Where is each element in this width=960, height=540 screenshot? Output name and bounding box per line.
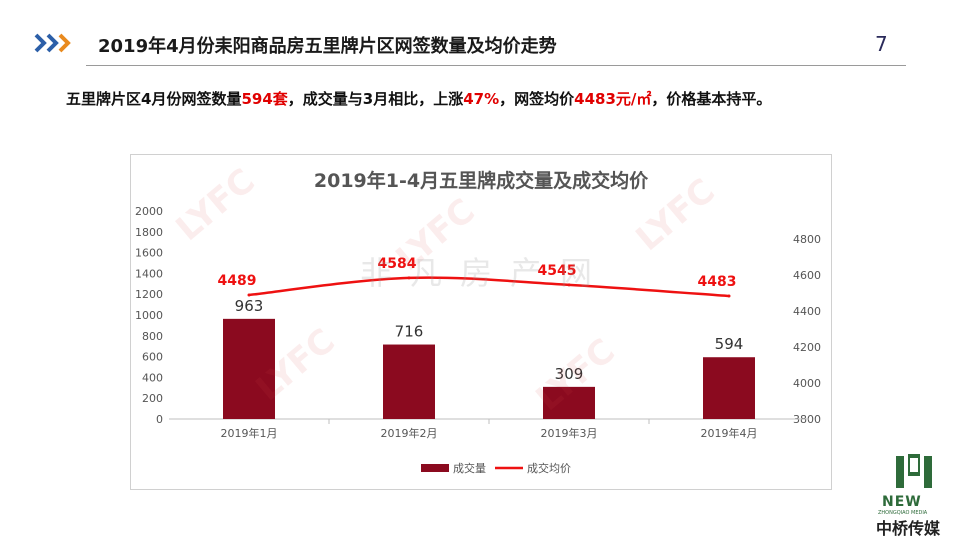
line-data-label: 4483 xyxy=(698,274,737,290)
bar-data-label: 716 xyxy=(395,323,424,341)
summary-part-1: 五里牌片区4月份网签数量 xyxy=(66,90,242,108)
x-tick-label: 2019年3月 xyxy=(541,426,598,440)
y-right-tick-label: 4800 xyxy=(793,233,821,246)
chart-container: LYFC LYFC LYFC LYFC LYFC 2019年1-4月五里牌成交量… xyxy=(130,154,832,490)
bar xyxy=(223,318,275,419)
summary-volume: 594套 xyxy=(241,90,288,108)
bar-data-label: 309 xyxy=(555,365,584,383)
x-tick-label: 2019年2月 xyxy=(381,426,438,440)
summary-part-4: ，价格基本持平。 xyxy=(651,90,772,108)
bar-data-label: 594 xyxy=(715,335,744,353)
y-right-tick-label: 4600 xyxy=(793,269,821,282)
logo-sub: ZHONGQIAO MEDIA xyxy=(878,510,928,516)
logo-mark-icon xyxy=(896,454,932,488)
y-left-tick-label: 1600 xyxy=(135,247,163,260)
price-point xyxy=(567,283,571,287)
summary-price: 4483元/㎡ xyxy=(574,90,652,108)
bar xyxy=(383,344,435,419)
y-left-tick-label: 1400 xyxy=(135,267,163,280)
double-chevron-icon xyxy=(34,33,71,53)
y-right-tick-label: 4000 xyxy=(793,377,821,390)
y-left-tick-label: 400 xyxy=(142,371,163,384)
line-data-label: 4584 xyxy=(378,256,417,272)
logo-new: NEW xyxy=(882,494,922,510)
logo-cn: 中桥传媒 xyxy=(876,519,941,538)
y-left-tick-label: 0 xyxy=(156,413,163,426)
page-title: 2019年4月份耒阳商品房五里牌片区网签数量及均价走势 xyxy=(98,36,557,57)
bar-data-label: 963 xyxy=(235,297,264,315)
summary-growth: 47% xyxy=(463,90,500,108)
header-divider xyxy=(86,65,906,66)
legend-bar-swatch xyxy=(421,464,449,472)
line-data-label: 4545 xyxy=(538,263,577,279)
chart-svg: 2019年1-4月五里牌成交量及成交均价 0 200 400 600 800 1000 120… xyxy=(135,169,821,475)
price-series-line xyxy=(248,276,730,298)
legend-line-label: 成交均价 xyxy=(527,461,571,475)
chart-title: 2019年1-4月五里牌成交量及成交均价 xyxy=(314,169,649,192)
bar xyxy=(543,386,595,419)
price-point xyxy=(247,293,251,297)
brand-logo: NEW ZHONGQIAO MEDIA 中桥传媒 xyxy=(870,452,950,538)
y-left-tick-label: 600 xyxy=(142,351,163,364)
x-tick-label: 2019年4月 xyxy=(701,426,758,440)
y-left-tick-label: 1800 xyxy=(135,226,163,239)
price-point xyxy=(727,294,731,298)
y-left-tick-label: 800 xyxy=(142,330,163,343)
watermark-text: 非凡房产网 xyxy=(360,254,611,292)
price-point xyxy=(407,276,411,280)
y-left-tick-label: 200 xyxy=(142,392,163,405)
line-data-label: 4489 xyxy=(218,273,257,289)
y-right-tick-label: 4400 xyxy=(793,305,821,318)
y-right-tick-label: 4200 xyxy=(793,341,821,354)
y-left-tick-label: 1200 xyxy=(135,288,163,301)
y-left-tick-label: 1000 xyxy=(135,309,163,322)
page-number: 7 xyxy=(875,32,888,56)
summary-text: 五里牌片区4月份网签数量594套，成交量与3月相比，上涨47%，网签均价4483… xyxy=(66,88,771,109)
summary-part-2: ，成交量与3月相比，上涨 xyxy=(287,90,464,108)
x-tick-label: 2019年1月 xyxy=(221,426,278,440)
summary-part-3: ，网签均价 xyxy=(499,90,575,108)
slide-header: 2019年4月份耒阳商品房五里牌片区网签数量及均价走势 7 xyxy=(0,0,960,70)
legend-bar-label: 成交量 xyxy=(453,461,486,475)
bar xyxy=(703,357,755,419)
y-left-tick-label: 2000 xyxy=(135,205,163,218)
